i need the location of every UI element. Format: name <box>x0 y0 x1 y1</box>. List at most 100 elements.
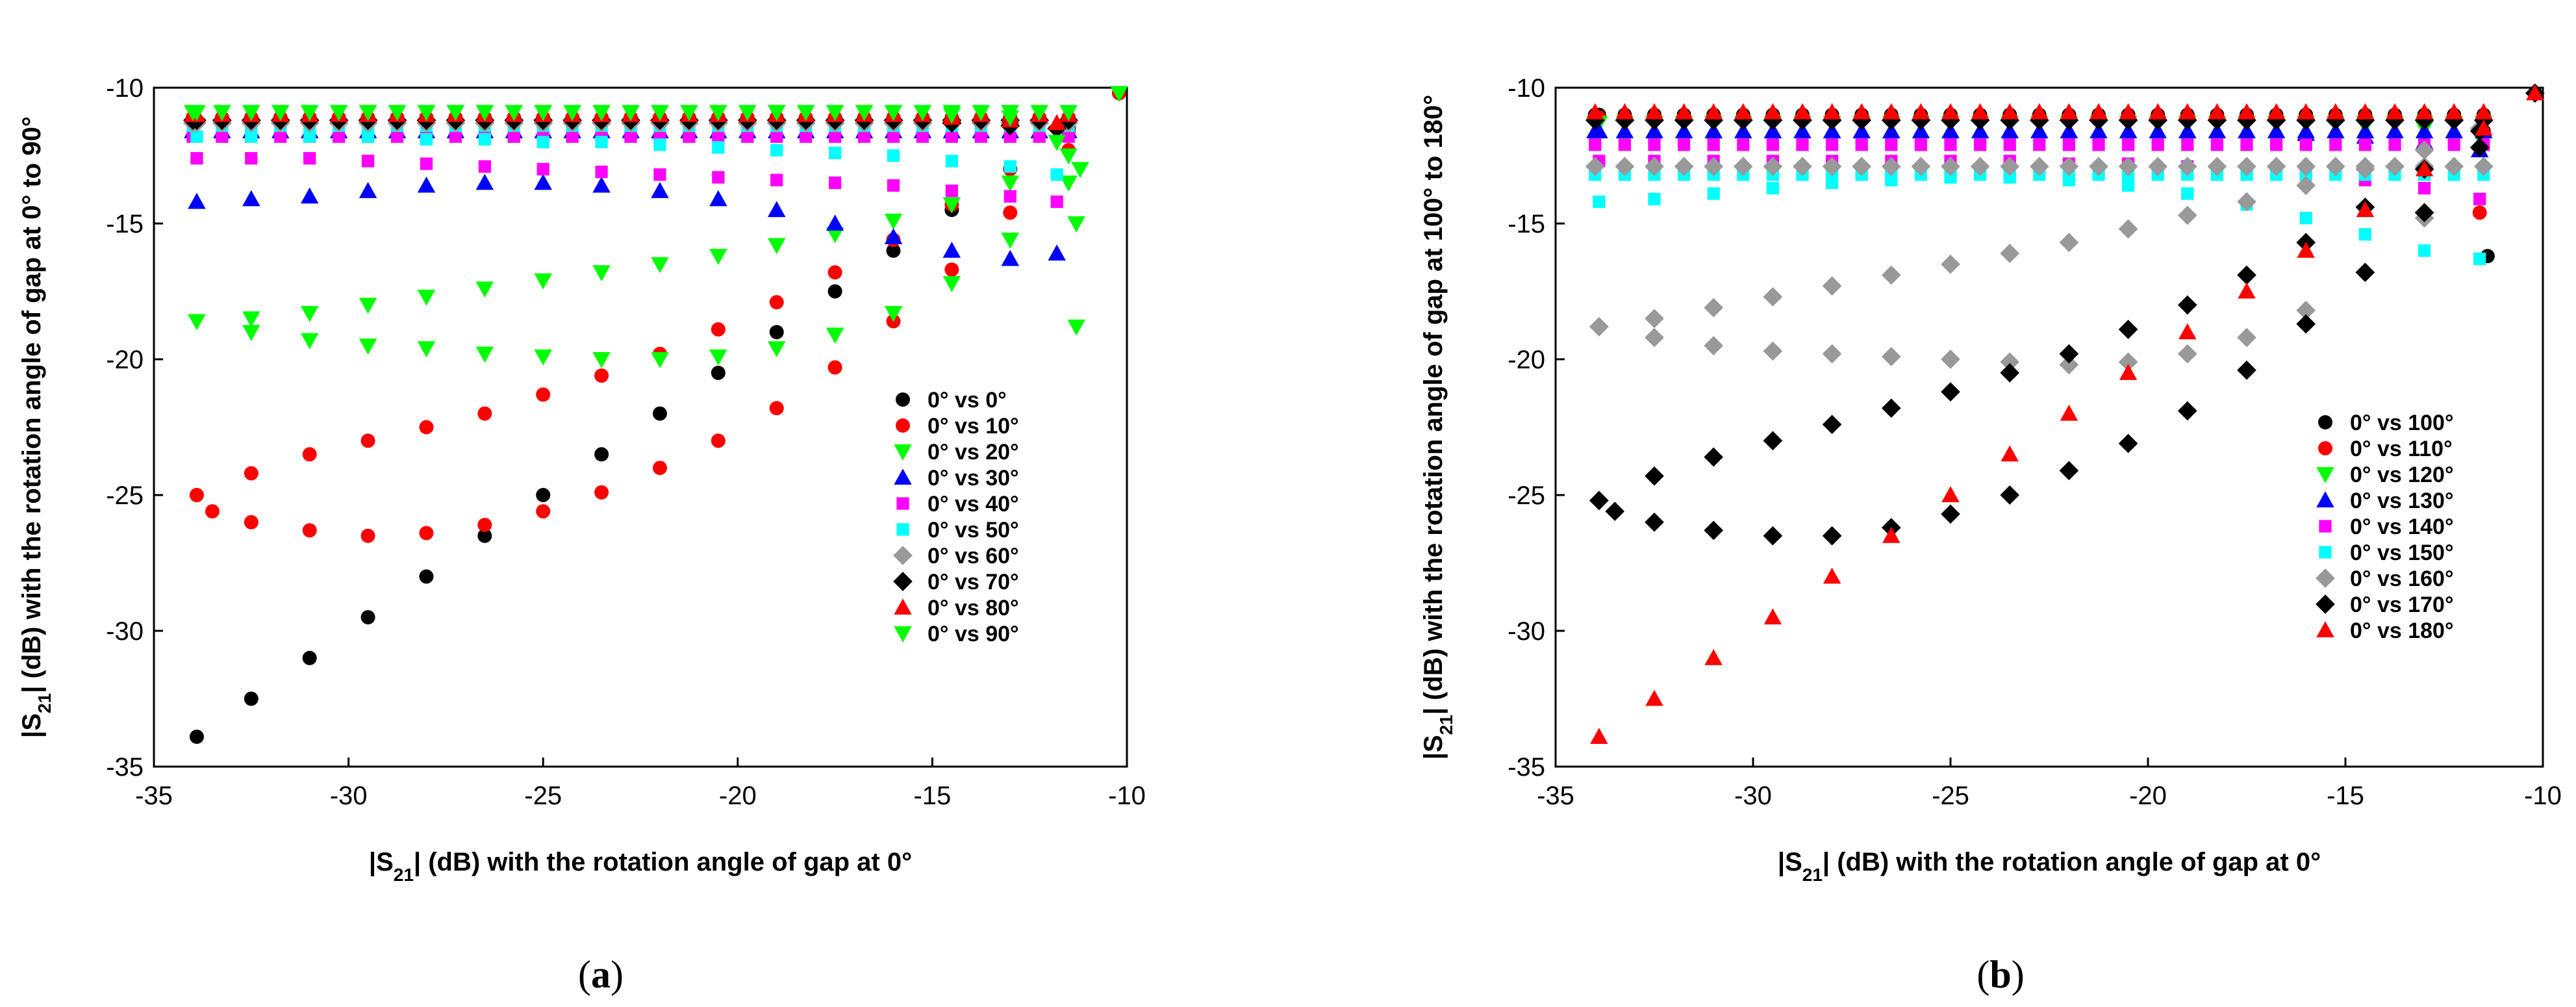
data-point <box>1645 122 1663 138</box>
data-point <box>2526 84 2544 101</box>
data-point <box>770 144 783 157</box>
data-point <box>1645 512 1664 532</box>
legend-entry: 0° vs 170° <box>2350 593 2454 617</box>
data-point <box>1882 526 1900 543</box>
data-point <box>944 262 959 277</box>
band-point <box>1615 122 1634 138</box>
band-point <box>1585 157 1605 177</box>
band-point <box>2329 138 2342 151</box>
band-point <box>1707 138 1720 151</box>
band-point <box>2060 103 2078 120</box>
legend-entry: 0° vs 30° <box>928 466 1019 491</box>
data-point <box>475 173 494 190</box>
data-point <box>1823 567 1841 584</box>
band-point <box>1882 103 1900 120</box>
y-tick-label: -15 <box>1508 210 1545 238</box>
band-point <box>2207 157 2227 177</box>
band-point <box>1618 138 1632 151</box>
band-point <box>1586 103 1604 120</box>
data-point <box>653 168 666 181</box>
data-point <box>945 155 958 168</box>
data-point <box>2414 203 2434 223</box>
data-point <box>651 182 669 198</box>
legend-entry: 0° vs 130° <box>2350 489 2454 513</box>
band-point <box>2266 157 2286 177</box>
data-point <box>827 265 842 280</box>
data-point <box>300 333 319 350</box>
data-point <box>828 176 842 189</box>
data-point <box>1941 504 1960 524</box>
data-point <box>244 691 259 706</box>
data-point <box>767 105 786 121</box>
band-point <box>2062 138 2076 151</box>
data-point <box>2059 355 2079 375</box>
band-point <box>1852 157 1872 177</box>
data-point <box>1059 148 1078 165</box>
data-point <box>188 314 206 331</box>
legend-entry: 0° vs 40° <box>928 492 1019 516</box>
data-point <box>300 105 319 121</box>
y-tick-label: -15 <box>106 210 144 238</box>
y-tick-label: -35 <box>1508 753 1545 782</box>
band-point <box>796 105 815 121</box>
data-points <box>183 86 1128 745</box>
data-point <box>477 528 492 543</box>
data-point <box>709 105 727 121</box>
legend-entry: 0° vs 10° <box>928 414 1019 439</box>
series-7 <box>1585 118 2494 375</box>
band-point <box>2447 138 2460 151</box>
data-point <box>1885 173 1898 186</box>
data-point <box>711 365 726 380</box>
data-point <box>189 488 204 502</box>
data-point <box>828 146 842 159</box>
band-point <box>2415 122 2434 138</box>
legend-marker <box>896 497 909 510</box>
band-point <box>1763 103 1782 120</box>
data-point <box>190 152 203 165</box>
band-point <box>1615 157 1635 177</box>
data-point <box>2356 201 2375 218</box>
band-point <box>2090 122 2108 138</box>
band-point <box>2118 157 2138 177</box>
band-point <box>1645 103 1663 120</box>
data-point <box>536 504 551 519</box>
data-point <box>2003 171 2016 184</box>
band-point <box>945 130 958 143</box>
data-point <box>303 152 316 165</box>
x-tick-label: -15 <box>913 782 951 810</box>
band-point <box>974 130 987 143</box>
band-point <box>913 105 932 121</box>
data-point <box>536 387 551 402</box>
data-point <box>1941 122 1960 138</box>
data-point <box>1050 195 1063 209</box>
band-point <box>712 130 725 143</box>
data-point <box>244 515 259 529</box>
data-point <box>188 192 206 209</box>
x-tick-label: -20 <box>719 782 757 810</box>
data-point <box>652 461 667 476</box>
data-point <box>1590 728 1608 745</box>
y-axis-label: |S21| (dB) with the rotation angle of ga… <box>18 116 55 738</box>
band-point <box>2119 103 2138 120</box>
data-point <box>826 227 844 244</box>
band-point <box>2001 103 2019 120</box>
band-point <box>1737 138 1750 151</box>
data-point <box>1110 86 1128 103</box>
data-point <box>537 135 549 149</box>
data-point <box>2177 295 2197 315</box>
data-point <box>534 273 552 290</box>
data-point <box>359 105 377 121</box>
band-point <box>2178 103 2197 120</box>
band-point <box>1822 157 1842 177</box>
data-point <box>2060 404 2078 421</box>
data-point <box>242 105 260 121</box>
data-point <box>303 130 316 143</box>
band-point <box>2327 122 2345 138</box>
band-point <box>1734 122 1752 138</box>
data-point <box>594 485 609 500</box>
band-point <box>507 130 520 143</box>
data-point <box>2473 252 2486 265</box>
band-point <box>2151 138 2164 151</box>
data-point <box>419 420 434 435</box>
data-point <box>2177 401 2197 421</box>
